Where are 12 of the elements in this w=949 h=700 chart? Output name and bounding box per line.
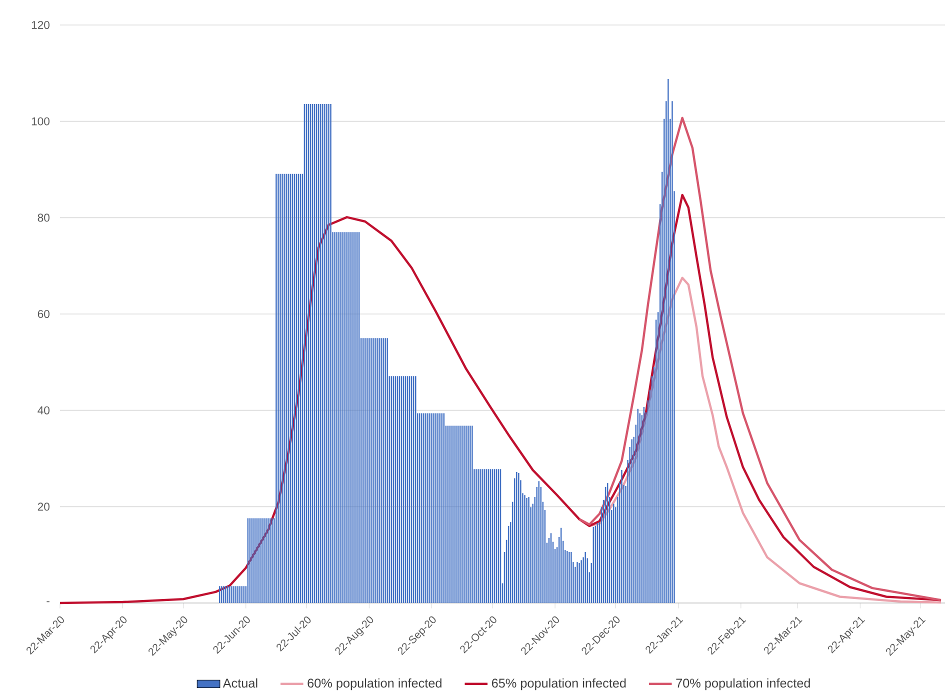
y-tick-label: 40 bbox=[38, 406, 50, 414]
legend-label: 60% population infected bbox=[308, 678, 442, 690]
y-tick-label: 100 bbox=[32, 117, 50, 126]
y-tick-label: 120 bbox=[32, 20, 50, 30]
y-tick-label: 20 bbox=[38, 502, 50, 511]
y-tick-label: 60 bbox=[38, 310, 50, 318]
legend-label: 65% population infected bbox=[492, 678, 626, 690]
legend-label: Actual bbox=[222, 678, 258, 688]
line-series bbox=[578, 116, 942, 602]
legend-label: 70% population infected bbox=[676, 678, 810, 690]
y-tick-label: 80 bbox=[38, 214, 50, 222]
y-tick-label: - bbox=[46, 601, 50, 602]
